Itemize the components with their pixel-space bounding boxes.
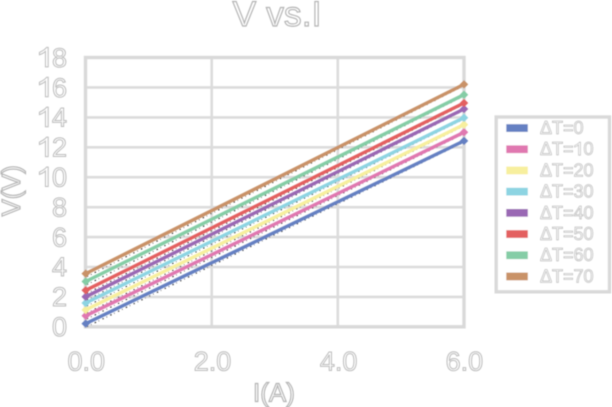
svg-text:ΔT=50: ΔT=50 — [540, 224, 594, 244]
svg-text:4: 4 — [52, 252, 67, 282]
svg-text:0: 0 — [584, 139, 594, 159]
svg-text:6: 6 — [52, 73, 67, 103]
svg-text:2: 2 — [52, 282, 67, 312]
svg-text:8: 8 — [52, 192, 67, 222]
svg-text:2: 2 — [52, 133, 67, 163]
svg-text:ΔT=60: ΔT=60 — [540, 245, 594, 265]
svg-text:ΔT=: ΔT= — [540, 139, 574, 159]
svg-text:6.0: 6.0 — [446, 346, 484, 376]
svg-text:0: 0 — [52, 312, 67, 342]
svg-text:6: 6 — [52, 222, 67, 252]
svg-text:2.0: 2.0 — [194, 346, 232, 376]
svg-text:8: 8 — [52, 43, 67, 73]
svg-text:V vs.I: V vs.I — [233, 0, 322, 34]
svg-text:ΔT=30: ΔT=30 — [540, 182, 594, 202]
svg-text:0.0: 0.0 — [68, 346, 106, 376]
svg-text:4.0: 4.0 — [320, 346, 358, 376]
svg-text:4: 4 — [52, 103, 67, 133]
svg-text:V(V): V(V) — [0, 165, 26, 216]
svg-text:ΔT=0: ΔT=0 — [540, 118, 584, 138]
svg-text:I(A): I(A) — [253, 378, 295, 407]
svg-text:ΔT=20: ΔT=20 — [540, 160, 594, 180]
svg-text:ΔT=40: ΔT=40 — [540, 203, 594, 223]
svg-text:ΔT=70: ΔT=70 — [540, 266, 594, 286]
svg-text:0: 0 — [52, 163, 67, 193]
